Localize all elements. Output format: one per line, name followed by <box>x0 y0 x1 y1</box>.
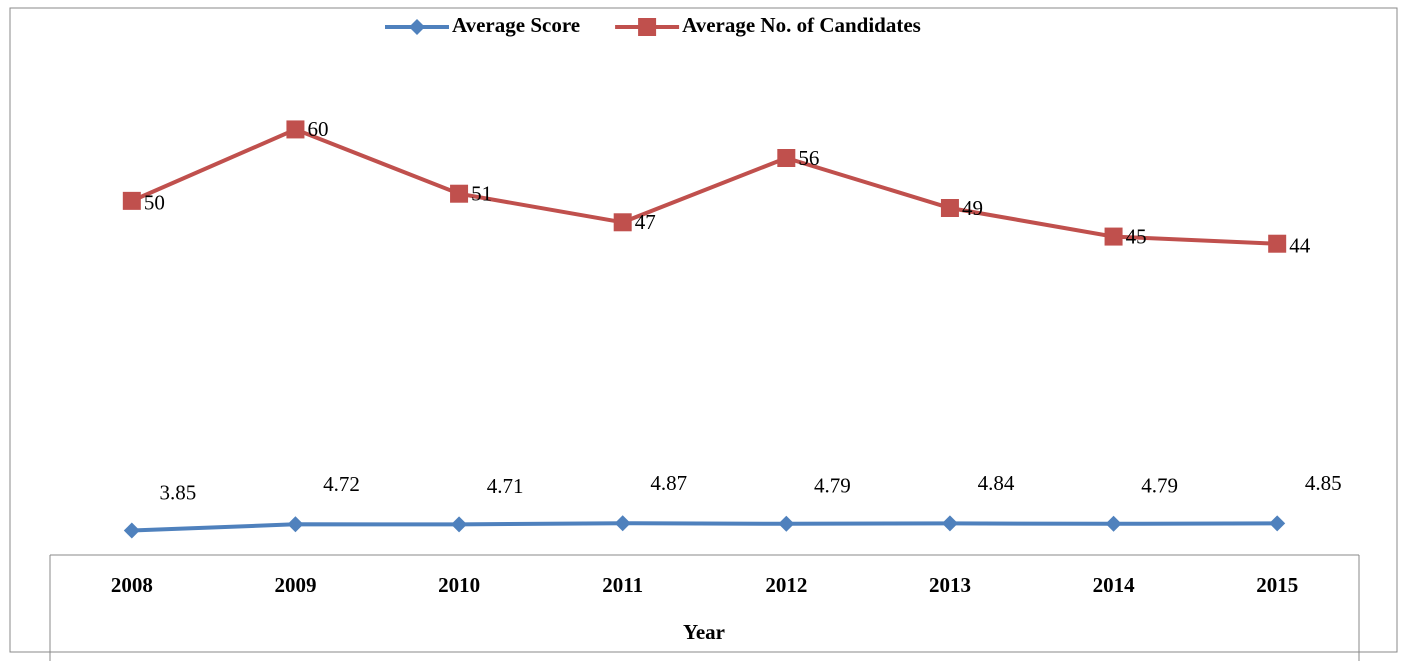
legend-marker <box>638 18 657 36</box>
data-label: 4.79 <box>1141 474 1178 498</box>
data-point <box>451 516 468 533</box>
data-point <box>123 522 140 539</box>
data-label: 4.84 <box>978 471 1015 495</box>
data-label: 4.85 <box>1305 471 1342 495</box>
legend-label: Average Score <box>452 13 580 37</box>
data-point <box>941 515 958 532</box>
data-point <box>286 120 305 139</box>
data-label: 3.85 <box>159 480 196 504</box>
x-tick-label: 2011 <box>602 573 643 597</box>
data-label: 50 <box>144 191 165 215</box>
data-point <box>287 516 304 533</box>
data-label: 4.87 <box>650 471 687 495</box>
data-point <box>613 213 632 232</box>
x-tick-label: 2009 <box>274 573 316 597</box>
data-label: 60 <box>307 117 328 141</box>
data-label: 47 <box>635 210 656 234</box>
data-point <box>1104 227 1123 246</box>
x-axis-label: Year <box>683 620 725 644</box>
x-tick-label: 2012 <box>765 573 807 597</box>
data-point <box>1268 234 1287 253</box>
data-label: 4.72 <box>323 472 360 496</box>
data-label: 51 <box>471 182 492 206</box>
data-point <box>778 515 795 532</box>
series-line <box>131 521 1278 533</box>
data-label: 56 <box>798 146 819 170</box>
data-label: 45 <box>1126 224 1147 248</box>
data-point <box>122 191 141 210</box>
x-tick-label: 2015 <box>1256 573 1298 597</box>
legend-marker <box>409 19 425 35</box>
data-label: 49 <box>962 196 983 220</box>
data-label: 4.71 <box>487 474 524 498</box>
data-point <box>777 149 796 167</box>
data-label: 44 <box>1289 234 1311 258</box>
x-tick-label: 2014 <box>1093 573 1136 597</box>
data-point <box>1269 515 1286 532</box>
x-tick-label: 2010 <box>438 573 480 597</box>
data-point <box>940 199 959 217</box>
data-label: 4.79 <box>814 474 851 498</box>
data-point <box>614 515 631 532</box>
legend-label: Average No. of Candidates <box>682 13 921 37</box>
series-line <box>131 127 1278 246</box>
x-tick-label: 2008 <box>111 573 153 597</box>
chart-border <box>9 7 1398 653</box>
data-point <box>1105 515 1122 532</box>
x-tick-label: 2013 <box>929 573 971 597</box>
data-point <box>450 184 469 203</box>
